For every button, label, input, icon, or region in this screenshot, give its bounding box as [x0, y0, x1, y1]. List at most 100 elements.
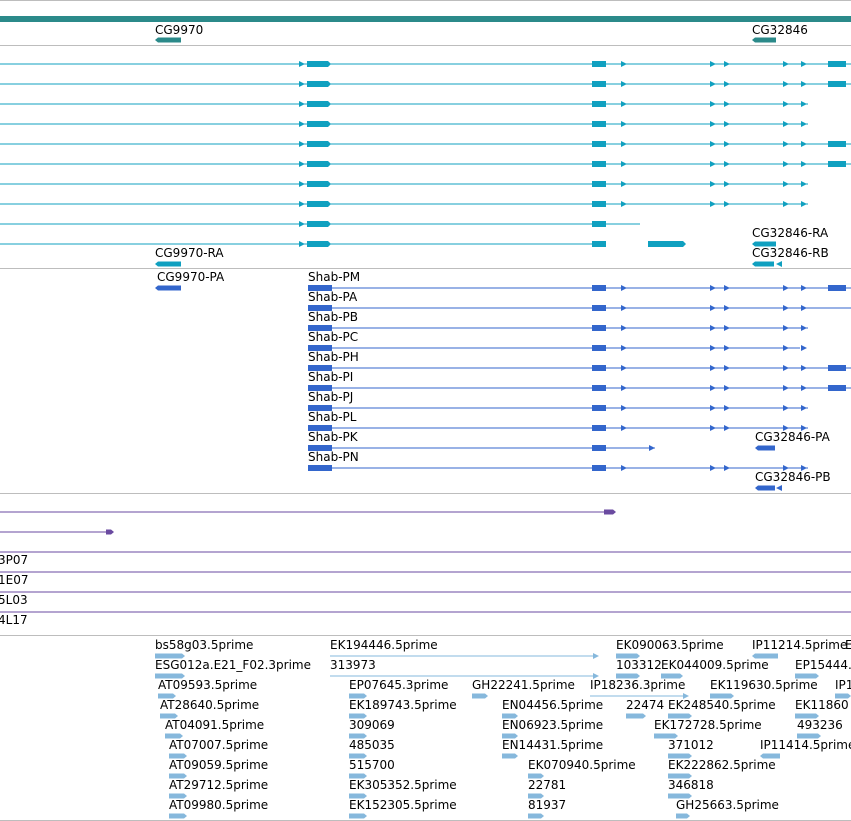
gene-label[interactable]: CG9970 — [155, 23, 204, 37]
est-label[interactable]: AT09059.5prime — [169, 758, 269, 772]
exon-arrow — [710, 181, 716, 187]
est-label[interactable]: EP15444. — [795, 658, 851, 672]
exon-arrow — [299, 141, 305, 147]
protein-box — [592, 405, 606, 411]
est-label[interactable]: 346818 — [668, 778, 714, 792]
est-label[interactable]: 515700 — [349, 758, 395, 772]
exon-arrow — [710, 425, 716, 431]
est-label[interactable]: EN14431.5prime — [502, 738, 604, 752]
exon-box — [760, 753, 780, 759]
est-label[interactable]: 309069 — [349, 718, 395, 732]
exon-box — [676, 813, 690, 819]
est-label[interactable]: IP1 — [835, 678, 851, 692]
est-label[interactable]: EK11860 — [795, 698, 849, 712]
gene-label[interactable]: CG32846 — [752, 23, 808, 37]
exon-box — [592, 161, 606, 167]
est-label[interactable]: 81937 — [528, 798, 567, 812]
exon-arrow — [621, 465, 627, 471]
est-label[interactable]: 493236 — [797, 718, 843, 732]
est-label[interactable]: ESG012a.E21_F02.3prime — [155, 658, 311, 672]
est-label[interactable]: 371012 — [668, 738, 714, 752]
exon-arrow — [724, 181, 730, 187]
protein-label[interactable]: Shab-PL — [308, 410, 357, 424]
exon-arrow — [724, 425, 730, 431]
protein-label[interactable]: Shab-PH — [308, 350, 359, 364]
exon-box — [592, 181, 606, 187]
est-label[interactable]: AT09980.5prime — [169, 798, 269, 812]
est-label[interactable]: EK189743.5prime — [349, 698, 457, 712]
est-label[interactable]: 22781 — [528, 778, 567, 792]
est-label[interactable]: EK090063.5prime — [616, 638, 724, 652]
protein-label[interactable]: Shab-PB — [308, 310, 358, 324]
protein-label[interactable]: Shab-PC — [308, 330, 359, 344]
est-label[interactable]: E — [845, 638, 851, 652]
protein-label[interactable]: CG32846-PB — [755, 470, 831, 484]
exon-box — [592, 201, 606, 207]
est-label[interactable]: GH25663.5prime — [676, 798, 779, 812]
exon-box — [307, 161, 331, 167]
protein-label[interactable]: Shab-PM — [308, 270, 361, 284]
protein-label[interactable]: Shab-PJ — [308, 390, 354, 404]
protein-label[interactable]: CG9970-PA — [157, 270, 225, 284]
exon-box — [626, 713, 646, 719]
est-label[interactable]: IP11414.5prime — [760, 738, 851, 752]
est-label[interactable]: AT07007.5prime — [169, 738, 269, 752]
est-label[interactable]: AT09593.5prime — [158, 678, 258, 692]
exon-arrow — [710, 285, 716, 291]
est-label[interactable]: AT04091.5prime — [165, 718, 265, 732]
est-label[interactable]: EK194446.5prime — [330, 638, 438, 652]
exon-arrow — [724, 141, 730, 147]
est-label[interactable]: EK119630.5prime — [710, 678, 818, 692]
exon-arrow — [299, 121, 305, 127]
transcript-label[interactable]: CG32846-RB — [752, 246, 829, 260]
protein-label[interactable]: Shab-PN — [308, 450, 359, 464]
protein-label[interactable]: Shab-PI — [308, 370, 354, 384]
transcript-label[interactable]: CG9970-RA — [155, 246, 224, 260]
exon-arrow — [299, 241, 305, 247]
exon-arrow — [801, 61, 807, 67]
track-label[interactable]: 3P07 — [0, 553, 29, 567]
transcript-label[interactable]: CG32846-RA — [752, 226, 829, 240]
track-label[interactable]: 5L03 — [0, 593, 28, 607]
est-label[interactable]: EK070940.5prime — [528, 758, 636, 772]
est-label[interactable]: 22474 — [626, 698, 665, 712]
est-label[interactable]: EK044009.5prime — [661, 658, 769, 672]
est-label[interactable]: 313973 — [330, 658, 376, 672]
est-label[interactable]: EK152305.5prime — [349, 798, 457, 812]
est-label[interactable]: AT28640.5prime — [160, 698, 260, 712]
est-label[interactable]: EP07645.3prime — [349, 678, 449, 692]
exon-arrow — [783, 201, 789, 207]
exon-arrow — [801, 201, 807, 207]
exon-box — [752, 261, 774, 267]
exon-box — [752, 241, 776, 247]
est-label[interactable]: EK305352.5prime — [349, 778, 457, 792]
est-label[interactable]: IP18236.3prime — [590, 678, 686, 692]
exon-box — [592, 121, 606, 127]
est-label[interactable]: EK222862.5prime — [668, 758, 776, 772]
exon-arrow — [724, 61, 730, 67]
exon-box — [307, 141, 331, 147]
est-label[interactable]: AT29712.5prime — [169, 778, 269, 792]
est-label[interactable]: EN04456.5prime — [502, 698, 604, 712]
protein-label[interactable]: Shab-PK — [308, 430, 358, 444]
exon-arrow — [710, 465, 716, 471]
exon-arrow — [621, 425, 627, 431]
est-label[interactable]: EK172728.5prime — [654, 718, 762, 732]
exon-arrow — [801, 121, 807, 127]
est-label[interactable]: EK248540.5prime — [668, 698, 776, 712]
protein-box — [828, 285, 846, 291]
protein-box — [308, 425, 332, 431]
est-label[interactable]: 103312 — [616, 658, 662, 672]
track-label[interactable]: 1E07 — [0, 573, 29, 587]
est-label[interactable]: IP11214.5prime — [752, 638, 848, 652]
exon-arrow — [710, 161, 716, 167]
track-label[interactable]: 4L17 — [0, 613, 28, 627]
est-label[interactable]: 485035 — [349, 738, 395, 752]
protein-label[interactable]: Shab-PA — [308, 290, 358, 304]
est-label[interactable]: GH22241.5prime — [472, 678, 575, 692]
exon-box — [755, 445, 775, 451]
exon-box — [592, 221, 606, 227]
est-label[interactable]: bs58g03.5prime — [155, 638, 254, 652]
est-label[interactable]: EN06923.5prime — [502, 718, 604, 732]
protein-label[interactable]: CG32846-PA — [755, 430, 830, 444]
